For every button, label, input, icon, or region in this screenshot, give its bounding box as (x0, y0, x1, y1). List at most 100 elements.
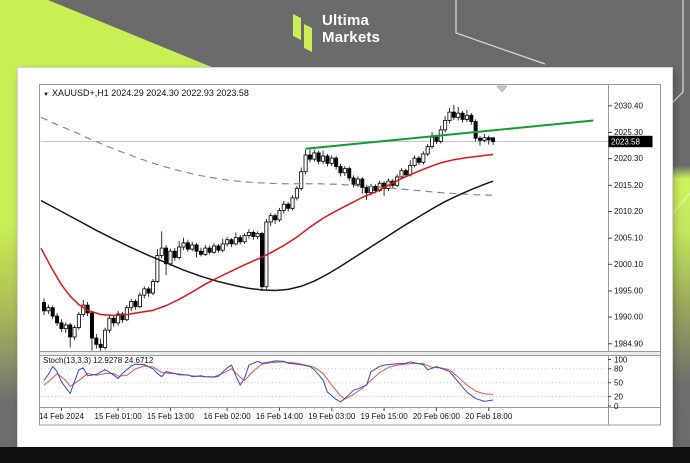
candle-bull (116, 313, 121, 324)
candle-bull (425, 146, 430, 155)
stoch-axis-label: 50 (614, 379, 623, 388)
candle-bear (338, 166, 343, 174)
chart-shift-marker-icon (496, 85, 508, 93)
current-price-tag (608, 135, 653, 148)
chart-title[interactable]: XAUUSD+,H1 2024.29 2024.30 2022.93 2023.… (52, 88, 249, 98)
candle-bull (342, 168, 347, 174)
candle-bear (347, 168, 352, 179)
candle-bull (412, 157, 417, 166)
candle-bull (76, 314, 81, 328)
candle-bear (382, 182, 387, 189)
pane-splitter[interactable] (39, 351, 661, 356)
time-axis-label: 15 Feb 01:00 (95, 412, 143, 421)
candle-bull (107, 317, 112, 331)
price-axis-label: 1984.90 (614, 339, 643, 348)
candle-bull (203, 247, 208, 255)
ma-long-dashed-line (40, 116, 494, 196)
candle-bear (460, 112, 465, 120)
price-axis-label: 2020.30 (614, 154, 643, 163)
footer-bar (0, 447, 690, 463)
candle-bear (451, 111, 456, 118)
stoch-label: Stoch(13,3,3) 12.9278 24.6712 (43, 356, 154, 365)
candle-bear (373, 185, 378, 191)
candle-bull (312, 152, 317, 160)
candle-bull (277, 210, 282, 221)
candle-bull (355, 178, 360, 185)
candle-bear (473, 121, 478, 139)
candle-bull (181, 242, 186, 248)
candle-bull (329, 157, 334, 164)
stoch-main-line (43, 360, 494, 403)
candle-bear (50, 307, 55, 317)
candle-bull (456, 112, 461, 118)
candle-bear (59, 322, 64, 330)
price-axis-label: 2010.20 (614, 207, 643, 216)
trading-chart[interactable]: ▼ XAUUSD+,H1 2024.29 2024.30 2022.93 2023… (18, 68, 672, 447)
candle-bull (150, 281, 155, 294)
candle-bull (155, 255, 160, 282)
candle-bull (190, 244, 195, 250)
candle-bear (68, 324, 73, 338)
price-axis-label: 2005.10 (614, 234, 643, 243)
candle-bear (364, 187, 369, 194)
candle-bull (225, 239, 230, 245)
candle-bear (89, 312, 94, 339)
candle-bull (142, 288, 147, 296)
candle-bear (351, 177, 356, 185)
candle-bear (307, 154, 312, 160)
price-axis-label: 2000.10 (614, 260, 643, 269)
candle-bull (299, 171, 304, 189)
candle-bull (81, 304, 86, 315)
hexagon-edge-icon (455, 0, 546, 65)
brand-name: Ultima Markets (322, 12, 380, 46)
candle-bull (447, 111, 452, 121)
candle-bull (321, 155, 326, 162)
main-pane[interactable] (40, 85, 608, 352)
candle-bull (290, 197, 295, 209)
candle-bull (46, 307, 51, 312)
candle-bull (159, 247, 164, 256)
price-axis-label: 1990.00 (614, 313, 643, 322)
candle-bear (185, 242, 190, 250)
candle-bull (103, 329, 108, 348)
candle-bear (42, 302, 47, 312)
time-axis-label: 16 Feb 14:00 (256, 412, 304, 421)
candle-bear (98, 343, 103, 348)
ma-slow-line (40, 180, 494, 292)
candle-bear (469, 114, 474, 122)
candle-bull (482, 137, 487, 141)
candle-bull (129, 301, 134, 309)
candle-bear (198, 250, 203, 255)
candle-bear (120, 313, 125, 321)
brand-logo-icon (293, 14, 312, 52)
price-axis[interactable]: 2030.40 2025.30 2020.30 2015.20 2010.20 2005.… (608, 101, 653, 348)
candle-bear (334, 157, 339, 167)
candle-bull (443, 120, 448, 131)
candle-bear (251, 231, 256, 237)
candle-bear (133, 301, 138, 308)
trendline[interactable] (305, 119, 594, 150)
candle-bull (246, 231, 251, 236)
candle-bull (255, 233, 260, 237)
candle-bull (294, 188, 299, 199)
candle-bull (63, 324, 68, 330)
price-axis-label: 2025.30 (614, 128, 643, 137)
candle-bear (360, 178, 365, 188)
stoch-axis-label: 80 (614, 365, 623, 374)
candle-bear (172, 250, 177, 258)
time-axis-label: 20 Feb 06:00 (413, 412, 461, 421)
symbol-dropdown-icon[interactable]: ▼ (43, 92, 49, 98)
candle-bull (430, 136, 435, 148)
time-axis[interactable]: 14 Feb 2024 15 Feb 01:00 15 Feb 13:00 16 Fe… (39, 407, 513, 422)
candle-bull (177, 246, 182, 258)
candle-bull (212, 245, 217, 253)
brand-name-line2: Markets (322, 29, 381, 46)
left-accent-strip (0, 0, 18, 447)
candle-bear (286, 203, 291, 209)
candle-bear (316, 152, 321, 162)
brand-name-line1: Ultima (322, 12, 370, 29)
candle-bear (434, 136, 439, 142)
candle-bear (238, 237, 243, 243)
price-axis-label: 1995.00 (614, 286, 643, 295)
